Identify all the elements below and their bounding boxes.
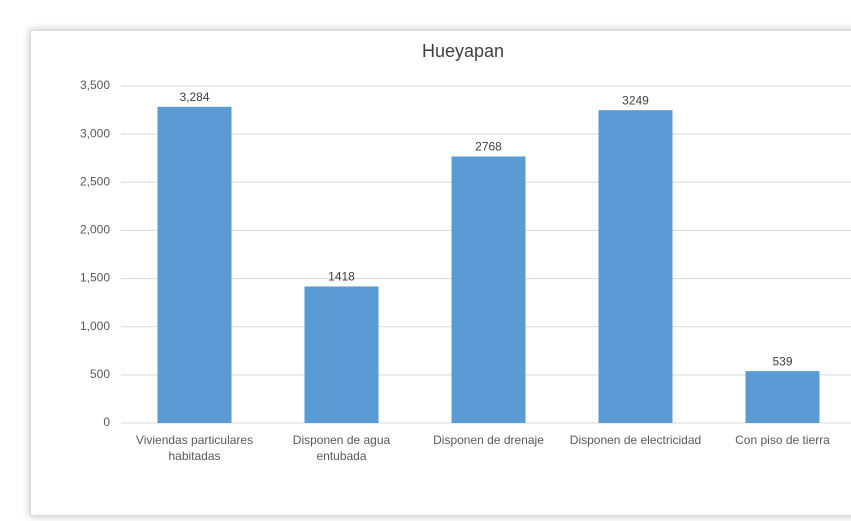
data-label: 1418 xyxy=(328,270,355,284)
bar xyxy=(157,106,232,423)
y-tick-label: 500 xyxy=(90,367,110,381)
chart-title: Hueyapan xyxy=(422,41,504,61)
y-tick-label: 3,500 xyxy=(80,78,110,92)
y-tick-label: 1,500 xyxy=(80,271,110,285)
x-tick-label: Disponen de agua entubada xyxy=(292,433,391,463)
bar xyxy=(451,156,526,423)
data-label: 3,284 xyxy=(179,90,209,104)
x-tick-label: Disponen de drenaje xyxy=(433,433,544,447)
y-tick-label: 1,000 xyxy=(80,319,110,333)
x-tick-label: Viviendas particulares habitadas xyxy=(135,433,254,463)
y-tick-label: 0 xyxy=(103,415,110,429)
data-label: 2768 xyxy=(475,140,502,154)
data-label: 539 xyxy=(772,354,792,368)
y-tick-label: 2,500 xyxy=(80,174,110,188)
bar xyxy=(304,286,379,423)
x-tick-label: Con piso de tierra xyxy=(735,433,830,447)
data-label: 3249 xyxy=(622,93,649,107)
x-tick-label: Disponen de electricidad xyxy=(569,433,702,447)
bar xyxy=(745,371,820,423)
y-tick-label: 3,000 xyxy=(80,126,110,140)
y-tick-label: 2,000 xyxy=(80,223,110,237)
bar xyxy=(598,110,673,423)
